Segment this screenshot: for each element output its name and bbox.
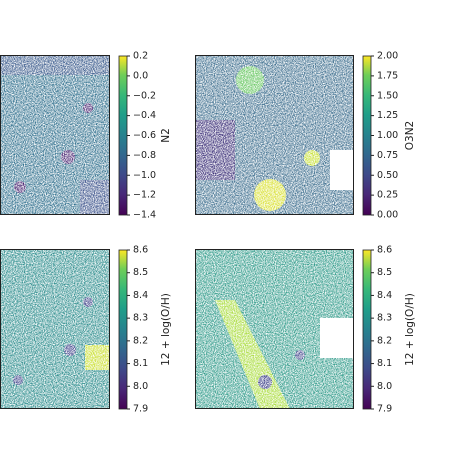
colorbar-tick-label: 8.1 [133,358,148,369]
colorbar-tick-label: 8.2 [377,335,392,346]
colorbar-tick-label: −0.8 [133,150,156,161]
colorbar-tick-label: 1.75 [377,70,398,81]
colorbar-tick-label: 7.9 [377,404,392,415]
colorbar-tick-label: 8.3 [377,313,392,324]
image-panel [0,249,110,409]
colorbar-tick-label: 7.9 [133,404,148,415]
colorbar [118,55,128,216]
colorbar-tick-label: 8.6 [133,245,148,256]
image-panel [0,55,110,215]
colorbar-tick-label: 1.50 [377,90,398,101]
colorbar-label: N2 [160,128,172,143]
colorbar-tick-label: 8.5 [133,267,148,278]
colorbar-tick-label: 8.2 [133,335,148,346]
image-panel [195,249,354,409]
colorbar-tick-label: 8.6 [377,245,392,256]
colorbar-tick-label: −1.4 [133,210,156,221]
colorbar-tick-label: 0.75 [377,150,398,161]
colorbar-tick-label: −0.2 [133,90,156,101]
colorbar-tick-label: 0.0 [133,70,148,81]
colorbar [362,55,372,216]
colorbar-tick-label: 0.25 [377,190,398,201]
colorbar-tick-label: 8.0 [377,381,392,392]
colorbar-tick-label: 1.00 [377,130,398,141]
colorbar-tick-label: 0.00 [377,210,398,221]
colorbar-tick-label: −0.4 [133,110,156,121]
colorbar-label: 12 + log(O/H) [160,293,172,366]
colorbar-tick-label: 8.4 [133,290,148,301]
colorbar-label: O3N2 [404,121,416,150]
image-panel [195,55,354,215]
colorbar-tick-label: 8.4 [377,290,392,301]
colorbar-tick-label: 8.0 [133,381,148,392]
colorbar-label: 12 + log(O/H) [404,293,416,366]
colorbar-tick-label: 8.5 [377,267,392,278]
colorbar-tick-label: −0.6 [133,130,156,141]
colorbar-tick-label: 8.1 [377,358,392,369]
colorbar-tick-label: 0.50 [377,170,398,181]
colorbar [362,249,372,410]
colorbar [118,249,128,410]
colorbar-tick-label: 8.3 [133,313,148,324]
colorbar-tick-label: −1.0 [133,170,156,181]
colorbar-tick-label: 0.2 [133,51,148,62]
colorbar-tick-label: −1.2 [133,190,156,201]
colorbar-tick-label: 2.00 [377,51,398,62]
colorbar-tick-label: 1.25 [377,110,398,121]
